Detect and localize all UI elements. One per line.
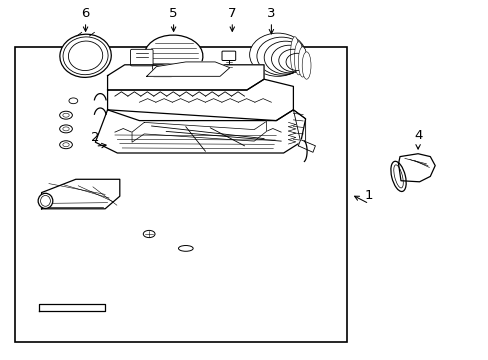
Ellipse shape	[390, 161, 406, 192]
Bar	[15, 47, 346, 342]
Polygon shape	[398, 154, 434, 182]
Polygon shape	[293, 110, 305, 142]
Ellipse shape	[38, 193, 53, 208]
FancyBboxPatch shape	[130, 49, 153, 66]
Ellipse shape	[60, 111, 72, 119]
Text: 1: 1	[364, 189, 373, 202]
Ellipse shape	[294, 42, 303, 75]
Ellipse shape	[63, 37, 108, 75]
Ellipse shape	[290, 37, 299, 73]
Ellipse shape	[302, 52, 310, 79]
Ellipse shape	[68, 41, 102, 71]
Ellipse shape	[144, 35, 203, 77]
Ellipse shape	[60, 141, 72, 149]
Polygon shape	[107, 79, 293, 121]
FancyBboxPatch shape	[222, 51, 235, 60]
Text: 6: 6	[81, 7, 90, 20]
Ellipse shape	[178, 246, 193, 251]
Polygon shape	[298, 140, 315, 152]
Text: 7: 7	[227, 7, 236, 20]
Ellipse shape	[249, 33, 305, 76]
Text: 3: 3	[266, 7, 275, 20]
Ellipse shape	[60, 125, 72, 133]
Ellipse shape	[298, 47, 306, 77]
Polygon shape	[95, 110, 305, 153]
Polygon shape	[146, 62, 229, 76]
Text: 4: 4	[413, 129, 422, 142]
Text: 5: 5	[169, 7, 178, 20]
Text: 2: 2	[91, 131, 100, 144]
Polygon shape	[39, 304, 105, 311]
Ellipse shape	[60, 34, 111, 77]
Polygon shape	[132, 121, 266, 142]
FancyBboxPatch shape	[152, 66, 172, 77]
Ellipse shape	[143, 230, 155, 238]
Ellipse shape	[69, 98, 78, 104]
Polygon shape	[41, 179, 120, 209]
Polygon shape	[107, 65, 264, 90]
